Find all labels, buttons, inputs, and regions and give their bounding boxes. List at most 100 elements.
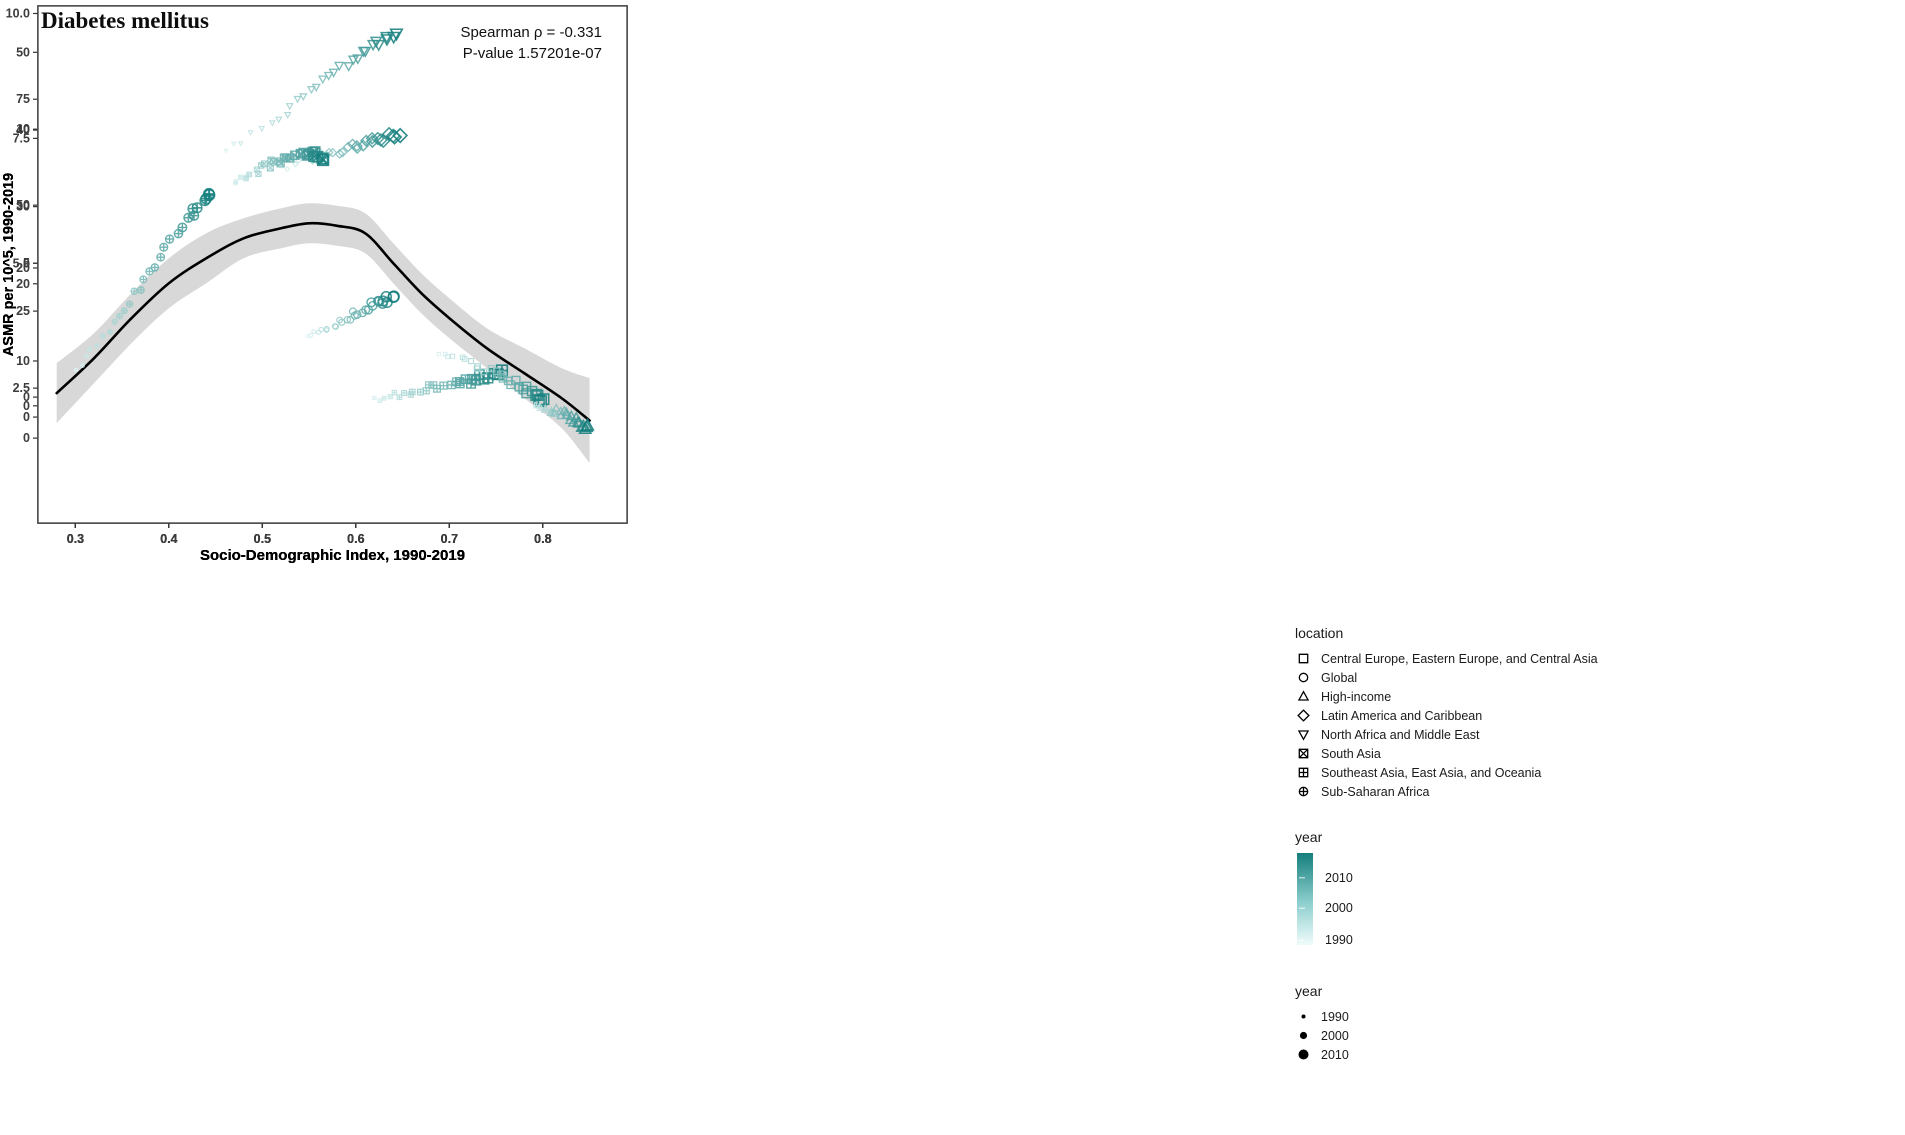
y-tick-label: 40 xyxy=(16,123,30,137)
y-tick-label: 25 xyxy=(16,304,30,318)
y-tick-label: 75 xyxy=(16,92,30,106)
year-size-dot xyxy=(1299,1031,1308,1040)
legend-item-label: Global xyxy=(1321,670,1358,685)
y-tick-label: 10 xyxy=(16,122,30,136)
legend-item-southeast_asia: Southeast Asia, East Asia, and Oceania xyxy=(1295,763,1690,782)
x-tick-label: 0.7 xyxy=(441,532,458,546)
square-plus-icon xyxy=(1295,764,1312,781)
x-tick-label: 0.6 xyxy=(347,532,364,546)
legend-item-label: Latin America and Caribbean xyxy=(1321,708,1483,723)
legend-year-size-title: year xyxy=(1295,983,1323,999)
series-high_income xyxy=(532,401,595,435)
legend-item-label: Southeast Asia, East Asia, and Oceania xyxy=(1321,765,1542,780)
legend-item-global: Global xyxy=(1295,668,1690,687)
y-tick-label: 50 xyxy=(16,45,30,59)
year-size-dot xyxy=(1298,1049,1309,1060)
panel-diabetes: 0.3 0.4 0.5 0.6 0.7 0.8 2.5 5.0 7.5 10.0 Socio-Dem… xyxy=(0,0,635,568)
y-tick-label: 30 xyxy=(16,200,30,214)
x-axis-label: Socio-Demographic Index, 1990-2019 xyxy=(200,547,465,564)
panel-border xyxy=(37,5,628,524)
x-tick-label: 0.5 xyxy=(254,532,271,546)
x-tick-label: 0.7 xyxy=(441,532,458,546)
triangle-up-icon xyxy=(1295,688,1312,705)
x-tick-label: 0.6 xyxy=(347,532,364,546)
legend-item-north_africa: North Africa and Middle East xyxy=(1295,725,1690,744)
legend-location-title: location xyxy=(1295,625,1344,641)
y-tick-label: 2.5 xyxy=(13,381,30,395)
square-icon xyxy=(1295,650,1312,667)
x-tick-label: 0.3 xyxy=(67,532,84,546)
legend-location-items: Central Europe, Eastern Europe, and Cent… xyxy=(1295,649,1690,801)
x-axis-label: Socio-Demographic Index, 1990-2019 xyxy=(200,547,465,564)
legend-item-label: High-income xyxy=(1321,689,1392,704)
legend-year-gradient: 2010 2000 1990 xyxy=(1295,853,1690,965)
y-axis-label: ASMR per 10^5, 1990-2019 xyxy=(1,173,17,356)
x-tick-label: 0.8 xyxy=(534,532,551,546)
legend-year-size-items: 1990 2000 2010 xyxy=(1295,1007,1690,1064)
year-gradient-bar xyxy=(1297,853,1313,945)
y-tick-label: 40 xyxy=(16,122,30,136)
triangle-down-icon xyxy=(1295,726,1312,743)
legend-item-latin_america: Latin America and Caribbean xyxy=(1295,706,1690,725)
square-x-icon xyxy=(1295,745,1312,762)
x-tick-label: 0.7 xyxy=(441,532,458,546)
series-sub_saharan xyxy=(73,187,216,373)
x-tick-label: 0.4 xyxy=(160,532,177,546)
year-gradient-label: 2010 xyxy=(1325,870,1353,885)
year-gradient-label: 2000 xyxy=(1325,901,1353,916)
x-tick-label: 0.7 xyxy=(441,532,458,546)
x-tick-label: 0.4 xyxy=(160,532,177,546)
diamond-icon xyxy=(1295,707,1312,724)
y-axis-label: ASMR per 10^5, 1990-2019 xyxy=(1,173,17,356)
year-size-label: 2010 xyxy=(1321,1047,1349,1062)
x-tick-label: 0.8 xyxy=(534,532,551,546)
series-central_europe xyxy=(436,351,550,408)
y-tick-label: 0 xyxy=(23,431,30,445)
legend-item-label: Central Europe, Eastern Europe, and Cent… xyxy=(1321,651,1598,666)
x-tick-label: 0.8 xyxy=(534,532,551,546)
series-north_africa xyxy=(223,28,404,154)
x-axis-label: Socio-Demographic Index, 1990-2019 xyxy=(200,547,465,564)
legend-item-sub_saharan: Sub-Saharan Africa xyxy=(1295,782,1690,801)
y-tick-label: 50 xyxy=(16,198,30,212)
year-size-item: 2010 xyxy=(1295,1045,1690,1064)
x-tick-label: 0.5 xyxy=(254,532,271,546)
y-tick-label: 10.0 xyxy=(6,6,30,20)
y-tick-label: 10 xyxy=(16,354,30,368)
x-tick-label: 0.4 xyxy=(160,532,177,546)
year-size-dot xyxy=(1301,1014,1306,1019)
x-tick-label: 0.5 xyxy=(254,532,271,546)
year-size-label: 2000 xyxy=(1321,1028,1349,1043)
x-axis-label: Socio-Demographic Index, 1990-2019 xyxy=(200,547,465,564)
year-gradient-label: 1990 xyxy=(1325,933,1353,948)
x-tick-label: 0.3 xyxy=(67,532,84,546)
year-size-item: 2000 xyxy=(1295,1026,1690,1045)
year-size-item: 1990 xyxy=(1295,1007,1690,1026)
x-tick-label: 0.4 xyxy=(160,532,177,546)
y-axis-label: ASMR per 10^5, 1990-2019 xyxy=(1,173,17,356)
x-tick-label: 0.5 xyxy=(254,532,271,546)
legend-item-label: North Africa and Middle East xyxy=(1321,727,1480,742)
legend-item-central_europe: Central Europe, Eastern Europe, and Cent… xyxy=(1295,649,1690,668)
x-tick-label: 0.3 xyxy=(67,532,84,546)
legend-item-high_income: High-income xyxy=(1295,687,1690,706)
x-tick-label: 0.5 xyxy=(254,532,271,546)
circle-plus-icon xyxy=(1295,783,1312,800)
y-axis-label: ASMR per 10^5, 1990-2019 xyxy=(1,173,17,356)
y-tick-label: 5 xyxy=(23,256,30,270)
series-south_asia xyxy=(233,146,330,186)
trend-line xyxy=(55,221,591,422)
y-tick-label: 20 xyxy=(16,277,30,291)
y-tick-label: 0 xyxy=(23,399,30,413)
legend: location Central Europe, Eastern Europe,… xyxy=(1270,567,1690,1135)
circle-icon xyxy=(1295,669,1312,686)
x-tick-label: 0.6 xyxy=(347,532,364,546)
legend-year-gradient-title: year xyxy=(1295,829,1323,845)
x-axis-label: Socio-Demographic Index, 1990-2019 xyxy=(200,547,465,564)
y-tick-label: 0 xyxy=(23,410,30,424)
x-tick-label: 0.3 xyxy=(67,532,84,546)
pvalue-annotation: P-value 1.57201e-07 xyxy=(463,45,602,62)
year-size-label: 1990 xyxy=(1321,1009,1349,1024)
x-tick-label: 0.4 xyxy=(160,532,177,546)
